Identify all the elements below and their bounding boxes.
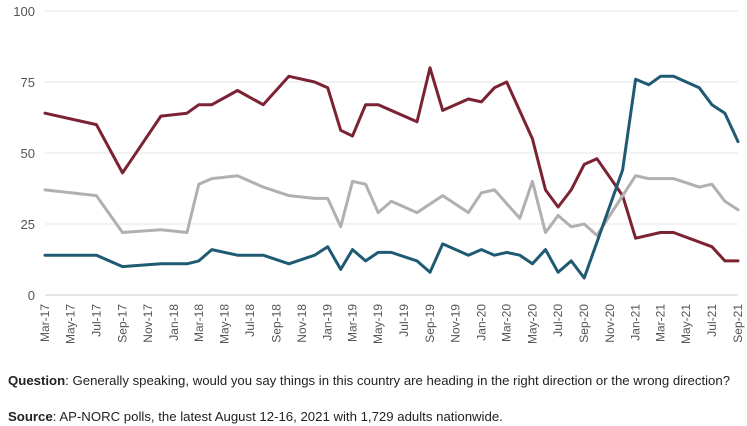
x-tick-label: Nov-17 [141,304,155,343]
x-tick-label: May-20 [525,304,539,344]
x-tick-label: Nov-19 [449,304,463,343]
x-tick-label: Sep-19 [423,304,437,343]
x-tick-label: Mar-21 [653,304,667,342]
x-tick-label: Jul-18 [243,304,257,337]
question-label: Question [8,373,66,388]
question-text: : Generally speaking, would you say thin… [65,373,731,388]
x-tick-label: Jan-19 [321,304,335,341]
series-line [43,74,740,280]
x-tick-label: Sep-18 [269,304,283,343]
y-tick-label: 75 [21,75,35,90]
x-tick-label: Mar-20 [500,304,514,342]
x-tick-label: Mar-18 [192,304,206,342]
source-text: : AP-NORC polls, the latest August 12-16… [52,409,503,424]
x-tick-label: Nov-18 [295,304,309,343]
x-tick-label: Jul-20 [551,304,565,337]
x-tick-label: Jan-18 [167,304,181,341]
x-tick-label: Nov-20 [603,304,617,343]
y-tick-label: 50 [21,146,35,161]
x-tick-label: Jul-19 [397,304,411,337]
x-tick-label: May-17 [64,304,78,344]
x-tick-label: Sep-20 [577,304,591,343]
source-note: Source: AP-NORC polls, the latest August… [8,408,743,426]
x-tick-label: May-21 [679,304,693,344]
y-tick-label: 0 [28,288,35,303]
y-tick-label: 100 [13,4,35,19]
series-line [43,66,740,263]
line-chart: 0 25 50 75 100 Mar-17 May-17 Jul-17 Sep-17 Nov-17… [13,4,745,344]
x-tick-label: Mar-17 [38,304,52,342]
x-tick-label: Jul-21 [705,304,719,337]
x-tick-label: Jan-20 [474,304,488,341]
y-tick-label: 25 [21,217,35,232]
x-tick-label: May-18 [217,304,231,344]
source-label: Source [8,409,53,424]
x-tick-label: May-19 [371,304,385,344]
question-note: Question: Generally speaking, would you … [8,372,743,390]
x-tick-label: Mar-19 [346,304,360,342]
series-line [43,174,740,237]
x-tick-label: Jan-21 [629,304,643,341]
x-tick-label: Sep-21 [731,304,745,343]
x-tick-label: Jul-17 [89,304,103,337]
x-tick-label: Sep-17 [116,304,130,343]
